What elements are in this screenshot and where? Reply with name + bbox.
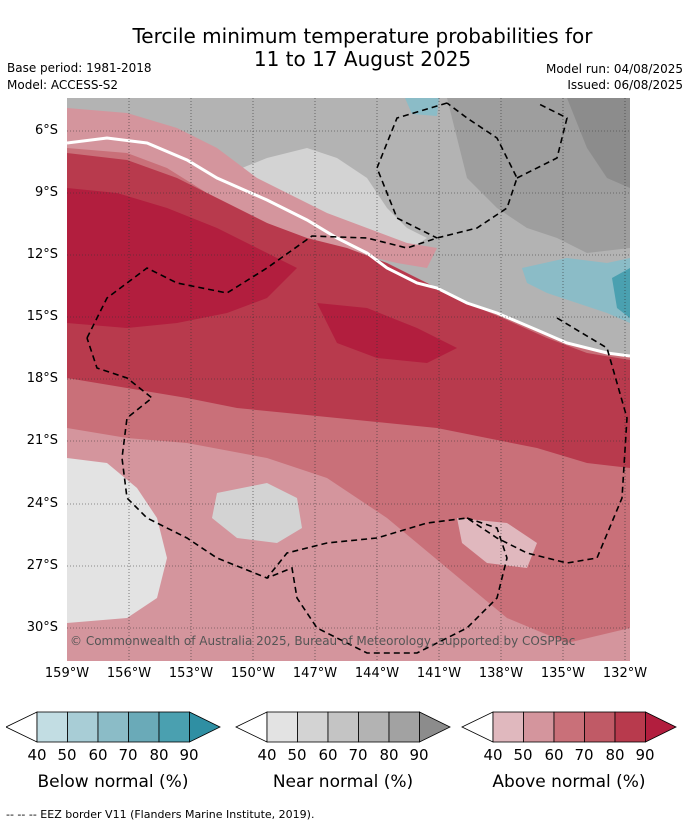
lon-label: 144°W	[354, 666, 400, 681]
colorbar-tick: 40	[483, 746, 503, 764]
lat-label: 30°S	[26, 620, 58, 635]
lat-label: 24°S	[26, 496, 58, 511]
lon-label: 138°W	[478, 666, 524, 681]
lon-label: 135°W	[540, 666, 586, 681]
colorbars	[6, 711, 677, 743]
colorbar-tick: 50	[57, 746, 77, 764]
model-name: Model: ACCESS-S2	[7, 78, 119, 92]
lat-label: 9°S	[34, 185, 58, 200]
colorbar-tick: 70	[348, 746, 368, 764]
eez-border	[86, 102, 628, 654]
near-normal-light-band	[217, 148, 427, 258]
colorbar-tick: 90	[635, 746, 655, 764]
map-title-line2: 11 to 17 August 2025	[253, 47, 472, 71]
below-normal-region-east	[522, 258, 630, 323]
lon-label: 156°W	[106, 666, 152, 681]
lon-label: 132°W	[602, 666, 648, 681]
colorbar-tick: 40	[27, 746, 47, 764]
colorbar-below-normal	[6, 711, 221, 743]
colorbar-tick: 80	[605, 746, 625, 764]
colorbar-tick: 50	[287, 746, 307, 764]
below-normal-region-north	[405, 98, 439, 116]
eez-legend-note: -- -- -- EEZ border V11 (Flanders Marine…	[6, 808, 315, 821]
model-run: Model run: 04/08/2025	[545, 62, 683, 76]
colorbar-tick: 70	[574, 746, 594, 764]
colorbar-tick: 50	[513, 746, 533, 764]
near-normal-peak-region	[567, 98, 630, 188]
lon-label: 141°W	[416, 666, 462, 681]
near-normal-southwest	[67, 458, 167, 623]
colorbar-near-normal	[235, 711, 451, 743]
map-title-line1: Tercile minimum temperature probabilitie…	[132, 24, 593, 48]
lat-label: 12°S	[26, 247, 58, 262]
lat-label: 15°S	[26, 309, 58, 324]
colorbar-title-above: Above normal (%)	[492, 772, 646, 792]
above-normal-peak-region	[67, 188, 297, 328]
above-normal-peak-region-central	[317, 303, 457, 363]
lat-label: 27°S	[26, 558, 58, 573]
lat-label: 6°S	[34, 123, 58, 138]
lon-label: 150°W	[230, 666, 276, 681]
colorbar-title-below: Below normal (%)	[37, 772, 189, 792]
colorbar-tick: 60	[88, 746, 108, 764]
lon-label: 153°W	[168, 666, 214, 681]
colorbar-tick: 60	[544, 746, 564, 764]
colorbar-tick: 70	[118, 746, 138, 764]
colorbar-tick: 90	[409, 746, 429, 764]
probability-map: © Commonwealth of Australia 2025, Bureau…	[67, 98, 630, 661]
colorbar-tick: 90	[179, 746, 199, 764]
lat-label: 18°S	[26, 371, 58, 386]
lat-label: 21°S	[26, 433, 58, 448]
colorbar-title-near: Near normal (%)	[272, 772, 414, 792]
copyright-notice: © Commonwealth of Australia 2025, Bureau…	[70, 634, 575, 648]
colorbar-tick: 80	[149, 746, 169, 764]
near-normal-southcentral	[212, 483, 302, 543]
above-normal-light-southeast	[457, 518, 537, 568]
colorbar-above-normal	[461, 711, 677, 743]
base-period: Base period: 1981-2018	[7, 61, 152, 75]
issued-date: Issued: 06/08/2025	[567, 78, 683, 92]
above-normal-light-south	[67, 428, 630, 661]
lon-label: 147°W	[292, 666, 338, 681]
colorbar-tick: 60	[318, 746, 338, 764]
graticule	[67, 98, 630, 661]
below-normal-high-region-east	[612, 268, 630, 318]
colorbar-tick: 80	[379, 746, 399, 764]
lon-label: 159°W	[44, 666, 90, 681]
colorbar-tick: 40	[257, 746, 277, 764]
